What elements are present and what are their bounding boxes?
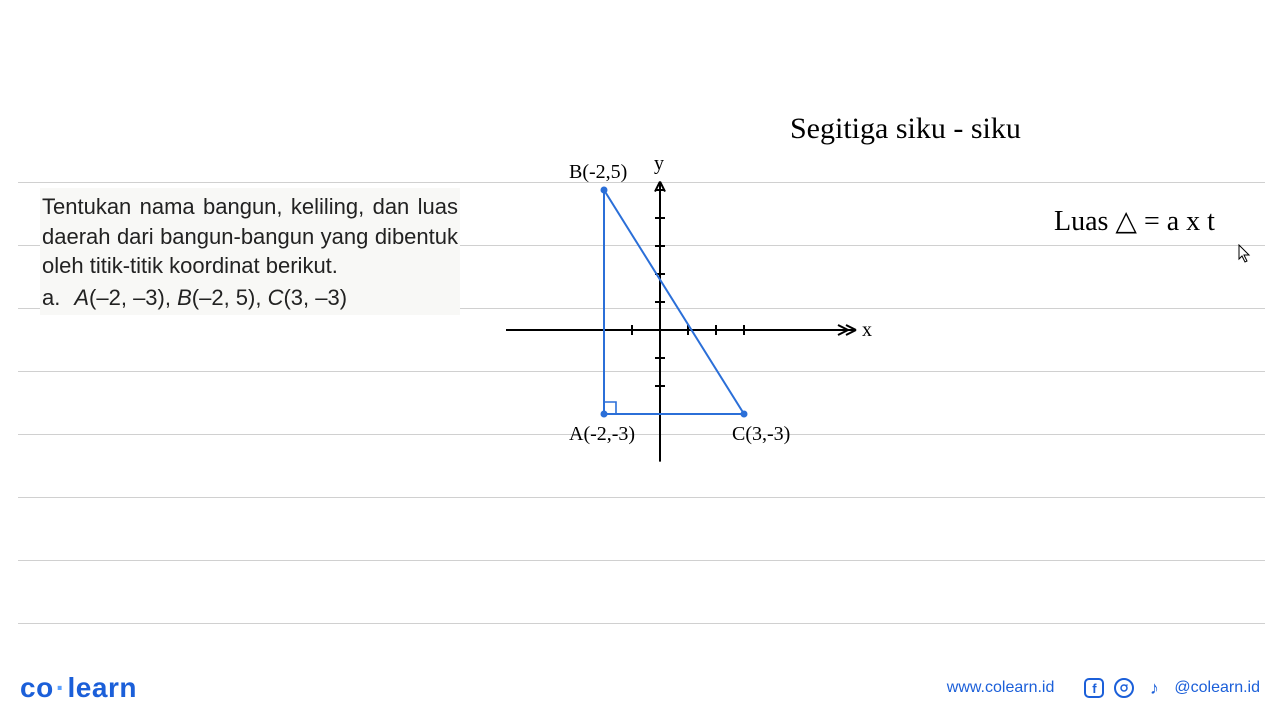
brand-logo: co·learn (20, 672, 137, 704)
question-item-label: a. (42, 285, 60, 310)
svg-text:A(-2,-3): A(-2,-3) (569, 423, 635, 445)
footer-url[interactable]: www.colearn.id (947, 679, 1055, 697)
footer: co·learn www.colearn.id f ♪ @colearn.id (20, 672, 1260, 704)
question-block: Tentukan nama bangun, keliling, dan luas… (40, 188, 460, 315)
question-item-content: A(–2, –3), B(–2, 5), C(3, –3) (74, 285, 347, 310)
question-item: a. A(–2, –3), B(–2, 5), C(3, –3) (42, 285, 458, 311)
coordinate-diagram: B(-2,5) A(-2,-3) C(3,-3) y x (500, 140, 900, 480)
ruled-line (18, 497, 1265, 498)
svg-text:x: x (862, 319, 872, 341)
handwritten-formula: Luas △ = a x t (1054, 204, 1215, 238)
ruled-line (18, 623, 1265, 624)
tiktok-icon[interactable]: ♪ (1144, 678, 1164, 698)
mouse-cursor (1238, 244, 1252, 264)
svg-text:y: y (654, 153, 664, 175)
footer-right: www.colearn.id f ♪ @colearn.id (947, 678, 1260, 698)
graph-svg: B(-2,5) A(-2,-3) C(3,-3) y x (500, 140, 900, 480)
question-text: Tentukan nama bangun, keliling, dan luas… (42, 192, 458, 281)
logo-dot: · (56, 672, 66, 703)
ruled-line (18, 560, 1265, 561)
logo-left: co (20, 672, 54, 703)
instagram-icon[interactable] (1114, 678, 1134, 698)
footer-handle[interactable]: @colearn.id (1174, 679, 1260, 697)
svg-text:B(-2,5): B(-2,5) (569, 161, 627, 183)
svg-text:C(3,-3): C(3,-3) (732, 423, 790, 445)
facebook-icon[interactable]: f (1084, 678, 1104, 698)
logo-right: learn (68, 672, 137, 703)
